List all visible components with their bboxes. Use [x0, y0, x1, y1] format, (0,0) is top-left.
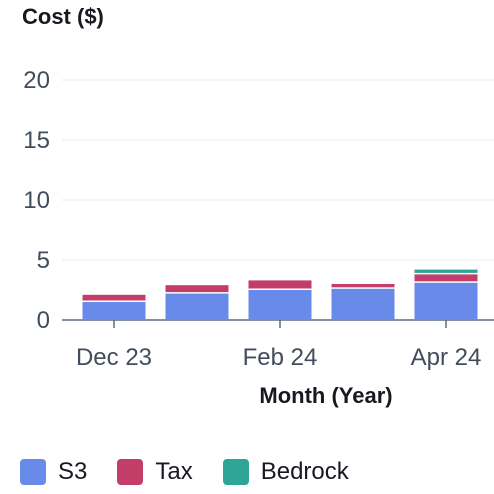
y-tick-label: 15 [23, 127, 50, 154]
x-tick-label: Apr 24 [411, 344, 482, 371]
bar-s3-jan-24 [165, 293, 229, 320]
bar-tax-mar-24 [331, 284, 395, 288]
legend-swatch-bedrock [222, 459, 249, 485]
bar-s3-apr-24 [414, 282, 478, 320]
legend-item-s3[interactable]: S3 [20, 458, 87, 486]
legend: S3 Tax Bedrock [20, 458, 379, 486]
legend-swatch-tax [117, 459, 144, 485]
legend-label-bedrock: Bedrock [260, 458, 349, 485]
bar-bedrock-apr-24 [414, 269, 478, 273]
bar-tax-feb-24 [248, 280, 312, 289]
bar-s3-mar-24 [331, 288, 395, 320]
bar-s3-dec-23 [82, 302, 146, 320]
x-tick-label: Dec 23 [76, 344, 152, 371]
y-tick-label: 0 [37, 307, 50, 334]
legend-label-s3: S3 [58, 458, 88, 485]
bar-tax-apr-24 [414, 274, 478, 282]
y-tick-label: 10 [23, 187, 50, 214]
x-axis-title: Month (Year) [259, 383, 393, 408]
legend-swatch-s3 [20, 459, 46, 485]
legend-item-tax[interactable]: Tax [117, 458, 193, 486]
y-axis-title: Cost ($) [22, 4, 104, 29]
x-tick-label: Feb 24 [243, 344, 318, 371]
y-tick-label: 5 [37, 247, 50, 274]
bar-s3-feb-24 [248, 290, 312, 320]
bar-tax-dec-23 [82, 294, 146, 301]
legend-label-tax: Tax [155, 458, 193, 485]
y-tick-label: 20 [23, 67, 50, 94]
legend-item-bedrock[interactable]: Bedrock [222, 458, 349, 486]
bar-tax-jan-24 [165, 285, 229, 293]
